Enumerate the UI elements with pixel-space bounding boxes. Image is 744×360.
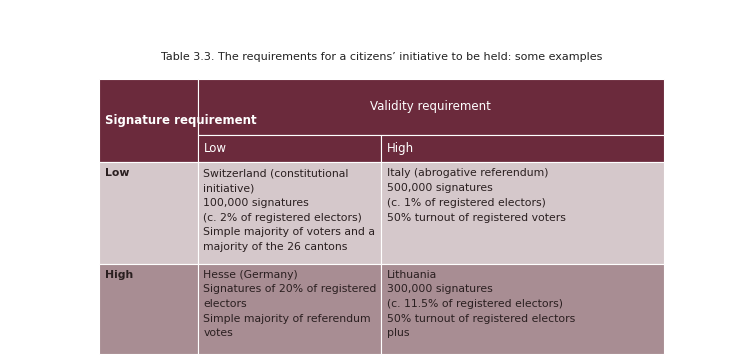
Text: majority of the 26 cantons: majority of the 26 cantons bbox=[203, 242, 347, 252]
Text: initiative): initiative) bbox=[203, 183, 254, 193]
Text: Simple majority of voters and a: Simple majority of voters and a bbox=[203, 227, 376, 237]
Bar bbox=[198, 79, 664, 135]
Text: Signatures of 20% of registered: Signatures of 20% of registered bbox=[203, 284, 376, 294]
Text: Low: Low bbox=[203, 142, 226, 155]
Text: Lithuania: Lithuania bbox=[387, 270, 437, 280]
Text: Simple majority of referendum: Simple majority of referendum bbox=[203, 314, 371, 324]
Text: (c. 2% of registered electors): (c. 2% of registered electors) bbox=[203, 212, 362, 222]
Bar bbox=[99, 79, 198, 162]
Text: 500,000 signatures: 500,000 signatures bbox=[387, 183, 493, 193]
Bar bbox=[198, 264, 382, 354]
Text: 50% turnout of registered electors: 50% turnout of registered electors bbox=[387, 314, 575, 324]
Text: (c. 1% of registered electors): (c. 1% of registered electors) bbox=[387, 198, 546, 208]
Bar bbox=[382, 264, 664, 354]
Text: Validity requirement: Validity requirement bbox=[371, 100, 491, 113]
Bar bbox=[382, 135, 664, 162]
Text: Hesse (Germany): Hesse (Germany) bbox=[203, 270, 298, 280]
Text: Italy (abrogative referendum): Italy (abrogative referendum) bbox=[387, 168, 548, 179]
Text: High: High bbox=[387, 142, 414, 155]
Text: Signature requirement: Signature requirement bbox=[104, 114, 256, 127]
Text: Switzerland (constitutional: Switzerland (constitutional bbox=[203, 168, 349, 179]
Text: (c. 11.5% of registered electors): (c. 11.5% of registered electors) bbox=[387, 299, 563, 309]
Text: electors: electors bbox=[203, 299, 247, 309]
Bar bbox=[382, 162, 664, 264]
Text: plus: plus bbox=[387, 328, 409, 338]
Text: 300,000 signatures: 300,000 signatures bbox=[387, 284, 493, 294]
Text: 50% turnout of registered voters: 50% turnout of registered voters bbox=[387, 212, 566, 222]
Bar bbox=[198, 135, 382, 162]
Bar bbox=[99, 264, 198, 354]
Bar bbox=[99, 162, 198, 264]
Text: 100,000 signatures: 100,000 signatures bbox=[203, 198, 310, 208]
Bar bbox=[198, 162, 382, 264]
Text: High: High bbox=[104, 270, 132, 280]
Text: Table 3.3. The requirements for a citizens’ initiative to be held: some examples: Table 3.3. The requirements for a citize… bbox=[161, 51, 602, 62]
Text: Low: Low bbox=[104, 168, 129, 179]
Text: votes: votes bbox=[203, 328, 233, 338]
